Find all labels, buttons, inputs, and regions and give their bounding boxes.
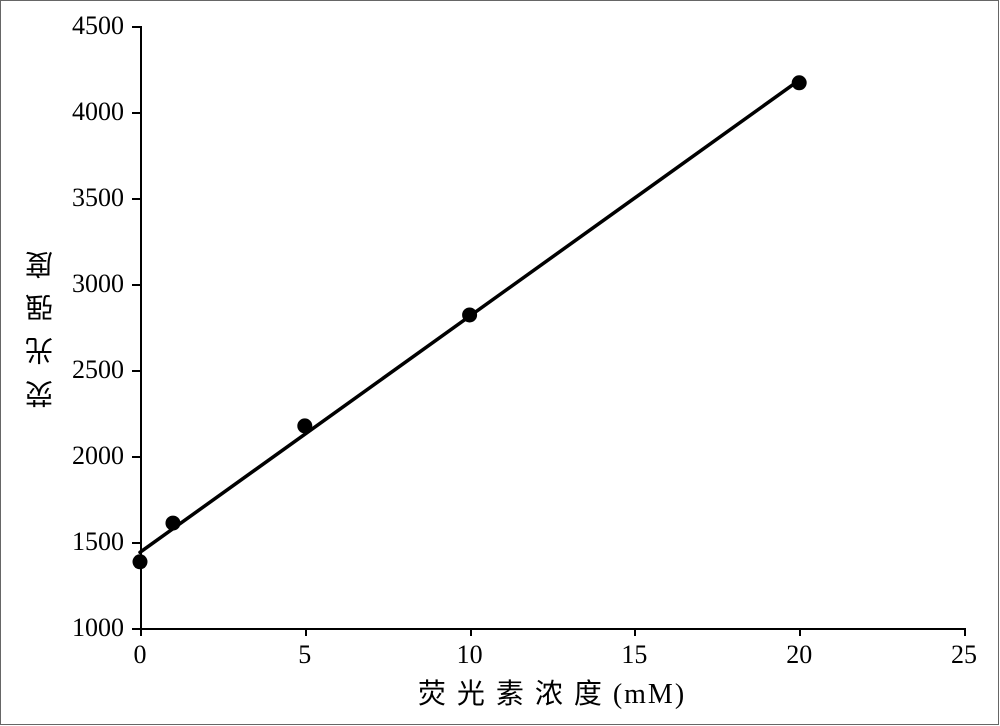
data-point: [298, 419, 312, 433]
data-point: [463, 308, 477, 322]
chart-svg: [0, 0, 1000, 726]
data-point: [792, 76, 806, 90]
data-point: [133, 555, 147, 569]
data-point: [166, 516, 180, 530]
